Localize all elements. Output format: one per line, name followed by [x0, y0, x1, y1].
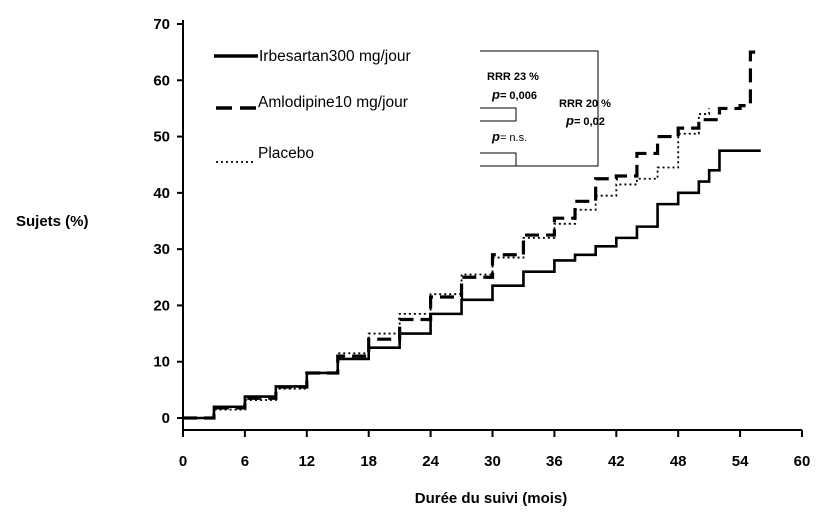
rrr2-label: RRR 20 % — [559, 98, 611, 110]
rrr2-pvalue: p= 0,02 — [565, 113, 605, 128]
y-tick-label: 50 — [153, 129, 170, 146]
x-tick-label: 60 — [794, 453, 811, 470]
y-tick-label: 0 — [162, 410, 170, 427]
ns-pvalue: p= n.s. — [491, 129, 527, 144]
x-tick-label: 6 — [241, 453, 249, 470]
y-ticks: 0 10 20 30 40 50 60 70 — [153, 16, 183, 427]
x-tick-label: 0 — [179, 453, 187, 470]
series-layer — [183, 50, 761, 420]
y-tick-label: 10 — [153, 354, 170, 371]
y-tick-label: 60 — [153, 72, 170, 89]
x-tick-label: 42 — [608, 453, 625, 470]
rrr1-pvalue: p= 0,006 — [491, 87, 537, 102]
legend: Irbesartan300 mg/jour Amlodipine10 mg/jo… — [214, 48, 411, 163]
x-ticks: 0 6 12 18 24 30 36 42 48 54 60 — [179, 430, 811, 470]
significance-brackets: RRR 23 % p= 0,006 p= n.s. RRR 20 % p= 0,… — [480, 50, 611, 167]
bracket-inner-bottom — [480, 152, 517, 166]
x-tick-label: 54 — [732, 453, 749, 470]
bracket-inner-top — [480, 107, 517, 121]
bracket-outer — [480, 50, 599, 167]
y-axis-title: Sujets (%) — [16, 213, 89, 230]
x-tick-label: 18 — [360, 453, 377, 470]
x-tick-label: 12 — [298, 453, 315, 470]
y-tick-label: 30 — [153, 241, 170, 258]
series-line-0 — [183, 149, 761, 420]
x-tick-label: 48 — [670, 453, 687, 470]
series-line-1 — [183, 50, 761, 420]
y-tick-label: 20 — [153, 297, 170, 314]
x-tick-label: 30 — [484, 453, 501, 470]
legend-label-placebo: Placebo — [258, 145, 314, 162]
y-tick-label: 40 — [153, 185, 170, 202]
rrr1-label: RRR 23 % — [487, 71, 539, 83]
x-tick-label: 36 — [546, 453, 563, 470]
x-axis-title: Durée du suivi (mois) — [415, 490, 568, 507]
x-tick-label: 24 — [422, 453, 439, 470]
legend-label-irbesartan: Irbesartan300 mg/jour — [259, 48, 411, 65]
legend-label-amlodipine: Amlodipine10 mg/jour — [258, 94, 408, 111]
y-tick-label: 70 — [153, 16, 170, 33]
